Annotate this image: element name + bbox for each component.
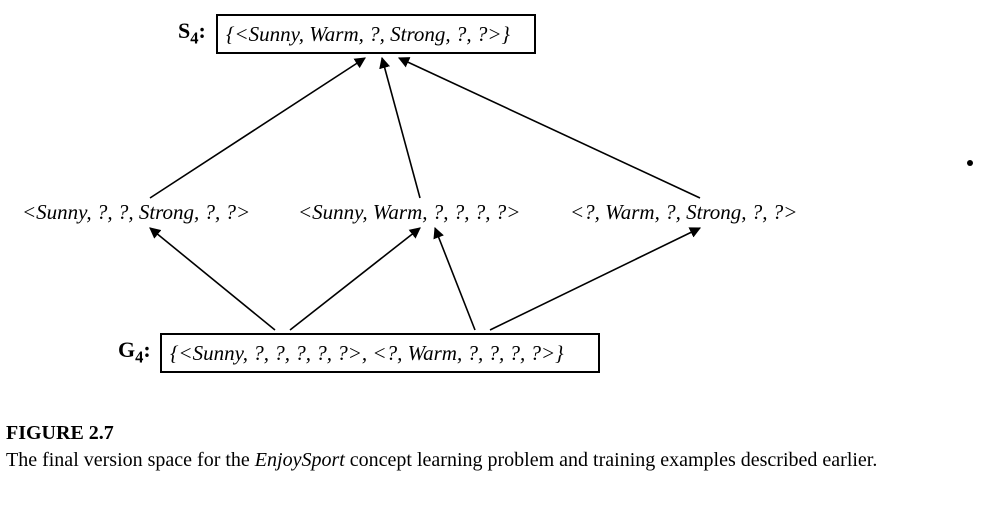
g4-label: G4: — [118, 337, 151, 367]
s4-box: {<Sunny, Warm, ?, Strong, ?, ?>} — [216, 14, 536, 54]
s4-label: S4: — [178, 18, 206, 48]
g4-colon: : — [143, 337, 150, 362]
hypothesis-0: <Sunny, ?, ?, Strong, ?, ?> — [22, 200, 250, 225]
caption-title: FIGURE 2.7 — [6, 422, 114, 444]
hypothesis-2: <?, Warm, ?, Strong, ?, ?> — [570, 200, 797, 225]
hypothesis-1-text: <Sunny, Warm, ?, ?, ?, ?> — [298, 200, 520, 224]
g4-text: {<Sunny, ?, ?, ?, ?, ?>, <?, Warm, ?, ?,… — [170, 341, 564, 365]
s4-text: {<Sunny, Warm, ?, Strong, ?, ?>} — [226, 22, 510, 46]
hypothesis-0-text: <Sunny, ?, ?, Strong, ?, ?> — [22, 200, 250, 224]
s4-colon: : — [199, 18, 206, 43]
g4-box: {<Sunny, ?, ?, ?, ?, ?>, <?, Warm, ?, ?,… — [160, 333, 600, 373]
figure-stage: S4: {<Sunny, Warm, ?, Strong, ?, ?>} <Su… — [0, 0, 998, 508]
caption-before: The final version space for the — [6, 449, 255, 471]
s4-sub: 4 — [190, 28, 198, 47]
hypothesis-1: <Sunny, Warm, ?, ?, ?, ?> — [298, 200, 520, 225]
hypothesis-2-text: <?, Warm, ?, Strong, ?, ?> — [570, 200, 797, 224]
s4-var: S — [178, 18, 190, 43]
caption-after: concept learning problem and training ex… — [345, 449, 878, 471]
stray-dot — [967, 160, 973, 166]
figure-caption: FIGURE 2.7 The final version space for t… — [6, 420, 992, 474]
caption-problem-name: EnjoySport — [255, 449, 345, 471]
g4-var: G — [118, 337, 135, 362]
